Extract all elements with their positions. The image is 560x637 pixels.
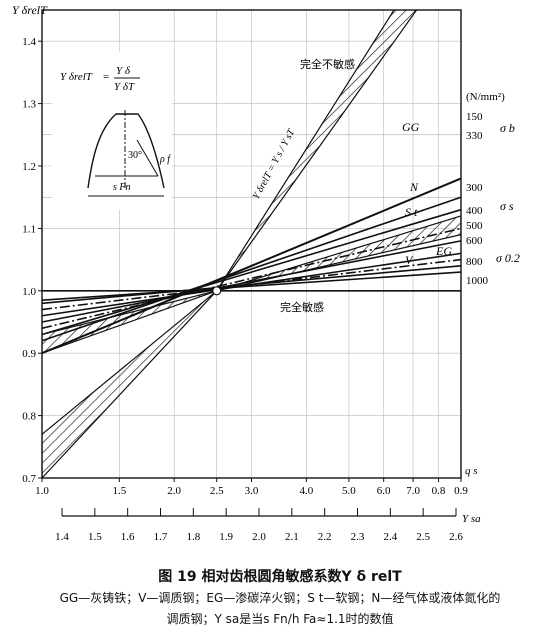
x-tick-label: 2.5	[210, 485, 224, 497]
figure-caption-notes-line1: GG—灰铸铁；V—调质钢；EG—渗碳淬火钢；S t—软钢；N—经气体或液体氮化的	[59, 591, 501, 605]
series-line-EG-800	[41, 265, 462, 305]
annotation-gg: GG	[402, 120, 420, 134]
tooth-profile	[87, 113, 165, 189]
figure-caption-title: 图 19 相对齿根圆角敏感系数Y δ relT	[158, 569, 402, 585]
x-tick-label: 7.0	[406, 485, 420, 497]
x-axis-label-ysa: Y sa	[462, 513, 481, 525]
y-axis: 0.7 0.8 0.9 1.0 1.1 1.2 1.3 1.4 Y δrelT	[12, 3, 48, 485]
annotation-insensitive: 完全不敏感	[300, 57, 355, 71]
figure-caption-notes-line2: 调质钢；Y sa是当s Fn/h Fa≈1.1时的数值	[166, 612, 394, 626]
strength-value: 500	[466, 220, 483, 232]
ysa-tick-label: 2.1	[285, 531, 299, 543]
pivot-point	[212, 286, 222, 296]
x-tick-label: 0.8	[432, 485, 446, 497]
group-sigma-s: σ s	[500, 199, 514, 213]
y-tick-label: 1.3	[22, 99, 36, 111]
angle-line	[136, 139, 159, 177]
strength-value: 150	[466, 111, 483, 123]
series-line-GG-150	[41, 177, 462, 355]
inset-diagram: Y δrelT = Y δ Y δT 30° ρ f s Fn	[52, 52, 172, 210]
series-lines	[41, 177, 462, 355]
series-line-GG-330	[41, 196, 462, 342]
strength-value: 800	[466, 256, 483, 268]
ysa-tick-label: 2.4	[383, 531, 397, 543]
x-tick-label: 3.0	[245, 485, 259, 497]
inset-angle-label: 30°	[128, 150, 142, 161]
inset-background	[52, 52, 172, 210]
ysa-tick-label: 1.5	[88, 531, 102, 543]
y-tick-label: 0.8	[22, 411, 36, 423]
x-tick-label: 6.0	[377, 485, 391, 497]
plot-frame	[0, 0, 560, 565]
x-tick-label: 5.0	[342, 485, 356, 497]
ysa-tick-label: 1.9	[219, 531, 233, 543]
series-line-St-400	[41, 240, 462, 323]
annotation-v: V	[405, 253, 414, 267]
x-tick-label: 1.0	[35, 485, 49, 497]
ysa-tick-label: 2.2	[318, 531, 332, 543]
ysa-tick-label: 1.8	[186, 531, 200, 543]
inset-rho-label: ρ f	[159, 154, 171, 165]
x-tick-label: 0.9	[454, 485, 468, 497]
y-tick-label: 0.7	[22, 473, 36, 485]
y-tick-label: 1.4	[22, 36, 36, 48]
strength-value: 1000	[466, 275, 489, 287]
ysa-tick-label: 2.5	[416, 531, 430, 543]
chart: 0.7 0.8 0.9 1.0 1.1 1.2 1.3 1.4 Y δrelT 1.0 1.5 2.…	[0, 0, 560, 565]
inset-equals: =	[103, 71, 109, 83]
annotation-st: S t	[405, 205, 418, 219]
group-sigma-02: σ 0.2	[496, 251, 520, 265]
strength-value: 330	[466, 130, 483, 142]
annotation-formula: Y δrelT = Y s / Y sT	[251, 126, 298, 201]
y-tick-label: 0.9	[22, 348, 36, 360]
unit-label: (N/mm²)	[466, 91, 505, 103]
y-tick-label: 1.0	[22, 286, 36, 298]
y-tick-label: 1.1	[22, 223, 36, 235]
series-line-EG-1000	[41, 271, 462, 301]
ysa-tick-label: 1.7	[154, 531, 168, 543]
ysa-tick-label: 2.6	[449, 531, 463, 543]
x-tick-label: 1.5	[112, 485, 126, 497]
strength-value: 400	[466, 205, 483, 217]
x-tick-label: 4.0	[299, 485, 313, 497]
annotation-eg: EG	[435, 244, 452, 258]
ysa-tick-label: 2.3	[351, 531, 365, 543]
inset-sfn-label: s Fn	[113, 182, 131, 193]
strength-value: 600	[466, 235, 483, 247]
mask-left	[0, 0, 42, 565]
series-line-V-600	[41, 258, 462, 311]
x-axis-ysa: 1.4 1.5 1.6 1.7 1.8 1.9 2.0 2.1 2.2 2.3 2.4 2.5 2.6 Y…	[55, 508, 481, 543]
inset-formula-den: Y δT	[114, 81, 135, 93]
annotation-n: N	[409, 180, 419, 194]
mask-right	[461, 0, 560, 478]
annotation-sensitive: 完全敏感	[280, 300, 324, 314]
x-tick-label: 2.0	[167, 485, 181, 497]
mask-top	[0, 0, 560, 10]
inset-formula-num: Y δ	[116, 65, 131, 77]
x-axis-qs: 1.0 1.5 2.0 2.5 3.0 4.0 5.0 6.0 7.0 0.8 0.9 q s	[35, 465, 477, 497]
series-line-N	[41, 208, 462, 336]
ysa-tick-label: 1.4	[55, 531, 69, 543]
ysa-tick-label: 2.0	[252, 531, 266, 543]
group-sigma-b: σ b	[500, 121, 515, 135]
y-tick-label: 1.2	[22, 161, 36, 173]
y-axis-label: Y δrelT	[12, 3, 48, 17]
hatched-band	[216, 0, 425, 292]
inset-formula-lhs: Y δrelT	[60, 71, 93, 83]
ysa-tick-label: 1.6	[121, 531, 135, 543]
strength-value: 300	[466, 182, 483, 194]
x-axis-label-qs: q s	[465, 465, 478, 477]
